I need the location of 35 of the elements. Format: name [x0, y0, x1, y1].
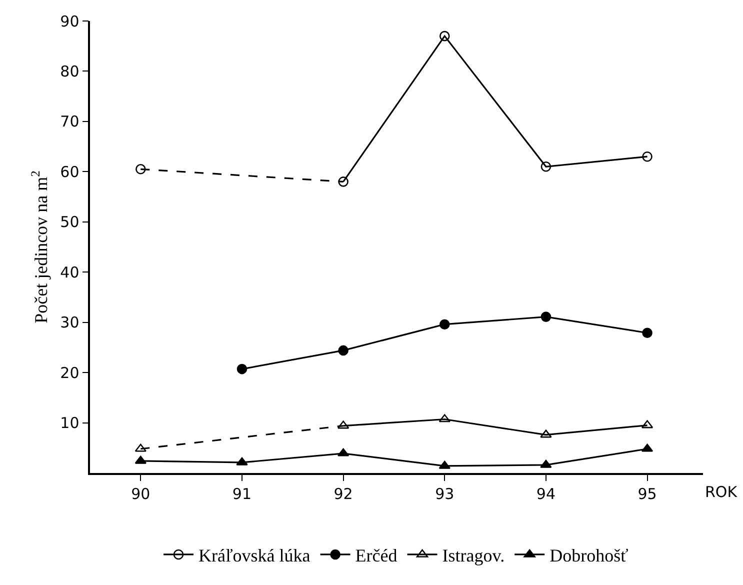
- y-tick-label: 60: [60, 162, 80, 181]
- point: [540, 430, 552, 438]
- x-tick-label: 90: [131, 484, 150, 503]
- legend-label: Kráľovská lúka: [198, 546, 310, 566]
- point: [236, 364, 248, 374]
- x-tick-label: 95: [638, 484, 657, 503]
- point: [236, 457, 248, 466]
- y-tick-label: 70: [60, 112, 80, 131]
- point: [338, 345, 348, 356]
- point: [439, 30, 450, 42]
- point: [439, 319, 450, 330]
- point: [540, 460, 552, 468]
- y-tick-label: 30: [60, 314, 80, 332]
- y-tick-label: 90: [60, 12, 80, 30]
- legend-label: Istragov.: [442, 546, 505, 566]
- y-tick-label: 10: [60, 414, 80, 432]
- x-tick-label: 94: [536, 484, 556, 503]
- x-tick-label: 93: [435, 484, 454, 503]
- point: [540, 161, 552, 172]
- y-tick-label: 50: [60, 213, 80, 232]
- legend-label: Erčéd: [355, 546, 398, 566]
- x-tick-label: 91: [232, 484, 252, 503]
- point: [438, 460, 450, 469]
- x-tick-label: 92: [334, 484, 353, 503]
- point: [642, 328, 652, 338]
- y-tick-label: 40: [60, 263, 80, 282]
- point: [540, 312, 552, 322]
- x-axis-title: ROK: [705, 483, 738, 501]
- point: [338, 176, 348, 187]
- point: [136, 164, 146, 174]
- y-tick-label: 20: [60, 364, 80, 382]
- point: [438, 414, 450, 422]
- point: [642, 151, 652, 162]
- legend-label: Dobrohošť: [550, 546, 629, 566]
- y-tick-label: 80: [60, 62, 80, 80]
